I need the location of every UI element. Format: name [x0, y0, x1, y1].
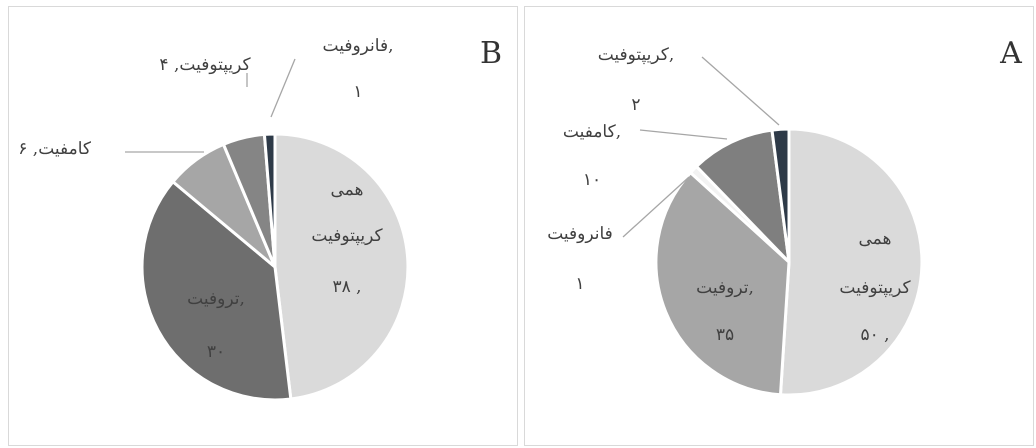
data-label-2-line-1: تروفیت, — [187, 289, 245, 309]
data-label-2-line-2: ۳۵ — [716, 325, 734, 345]
data-label-3-line-1: کامفیت, ۶ — [18, 139, 92, 159]
data-label-2-line-1: تروفیت, — [696, 278, 754, 298]
pie-slice-1 — [778, 127, 924, 397]
data-label-1-line-1: همی — [331, 180, 364, 200]
leader-line-4 — [639, 129, 728, 140]
data-label-1-line-2: کریپتوفیت — [311, 226, 383, 246]
pie-slice-5 — [262, 132, 277, 269]
data-label-1-line-1: همی — [859, 229, 892, 249]
pie-slice-2 — [654, 171, 791, 397]
chart-panel-b: همی کریپتوفیت ۳۸ , تروفیت, ۳۰ کامفیت, ۶ کریپتو… — [8, 6, 518, 446]
pie-slice-4 — [694, 128, 791, 264]
pie-chart-b: همی کریپتوفیت ۳۸ , تروفیت, ۳۰ کامفیت, ۶ کریپتو… — [18, 36, 502, 402]
panel-letter: A — [999, 36, 1022, 71]
data-label-4-line-1: کامفیت, — [563, 122, 621, 142]
leader-line-5 — [270, 58, 296, 118]
leader-line-3 — [622, 176, 690, 238]
data-label-5-line-1: فانروفیت, — [323, 36, 394, 56]
pie-chart-a: همی کریپتوفیت ۵۰ , تروفیت, ۳۵ فانروفیت ۱ کامفیت… — [547, 36, 1022, 397]
data-label-5-line-2: ۲ — [631, 95, 640, 115]
pie-slice-2 — [140, 180, 293, 402]
data-label-1-line-3: ۵۰ , — [860, 325, 889, 345]
data-label-2-line-2: ۳۰ — [207, 342, 225, 362]
pie-slice-5 — [770, 127, 791, 264]
data-label-5-line-1: کریپتوفیت, — [598, 45, 675, 65]
chart-panel-a: همی کریپتوفیت ۵۰ , تروفیت, ۳۵ فانروفیت ۱ کامفیت… — [524, 6, 1034, 446]
data-label-4-line-1: کریپتوفیت, ۴ — [159, 55, 251, 75]
data-label-1-line-3: ۳۸ , — [332, 277, 361, 297]
data-label-3-line-2: ۱ — [575, 274, 584, 294]
data-label-3-line-1: فانروفیت — [547, 224, 613, 244]
pie-slice-1 — [273, 132, 410, 401]
data-label-4-line-2: ۱۰ — [583, 170, 601, 190]
data-label-1-line-2: کریپتوفیت — [839, 278, 911, 298]
data-label-5-line-2: ۱ — [353, 82, 362, 102]
leader-line-5 — [701, 56, 780, 126]
panel-letter: B — [480, 36, 502, 71]
